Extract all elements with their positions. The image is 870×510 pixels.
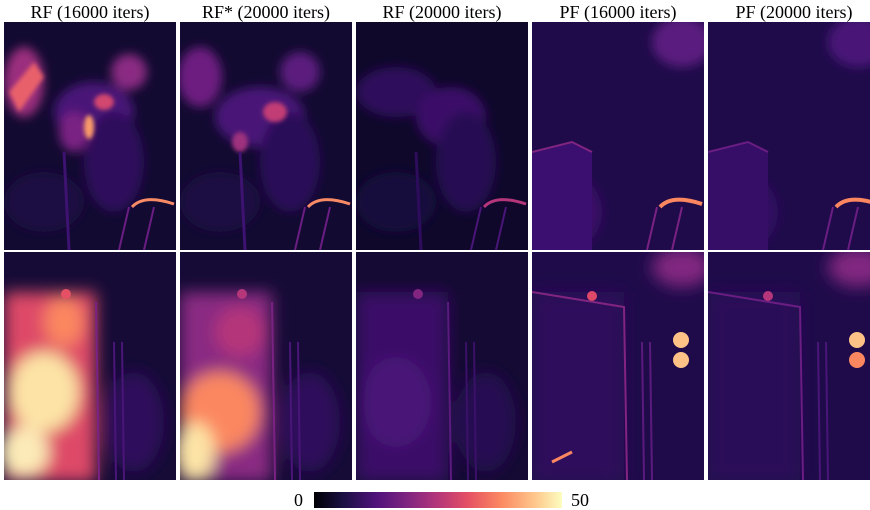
header-col-4: PF (16000 iters) (559, 2, 677, 22)
colorbar-max-label: 50 (571, 490, 589, 510)
header-col-2: RF* (20000 iters) (202, 2, 330, 22)
error-map-row2-rf-20000 (356, 252, 528, 480)
header-col-1: RF (16000 iters) (30, 2, 150, 22)
error-map-row1-rfstar-20000 (180, 22, 352, 250)
header-col-5: PF (20000 iters) (735, 2, 853, 22)
error-map-row1-rf-16000 (4, 22, 176, 250)
error-map-row2-pf-20000 (708, 252, 870, 480)
colorbar-min-label: 0 (294, 490, 303, 510)
error-map-row2-pf-16000 (532, 252, 704, 480)
error-map-row1-pf-16000 (532, 22, 704, 250)
error-map-row1-pf-20000 (708, 22, 870, 250)
error-map-row1-rf-20000 (356, 22, 528, 250)
colorbar (314, 492, 562, 508)
error-map-row2-rfstar-20000 (180, 252, 352, 480)
header-col-3: RF (20000 iters) (382, 2, 502, 22)
error-map-row2-rf-16000 (4, 252, 176, 480)
